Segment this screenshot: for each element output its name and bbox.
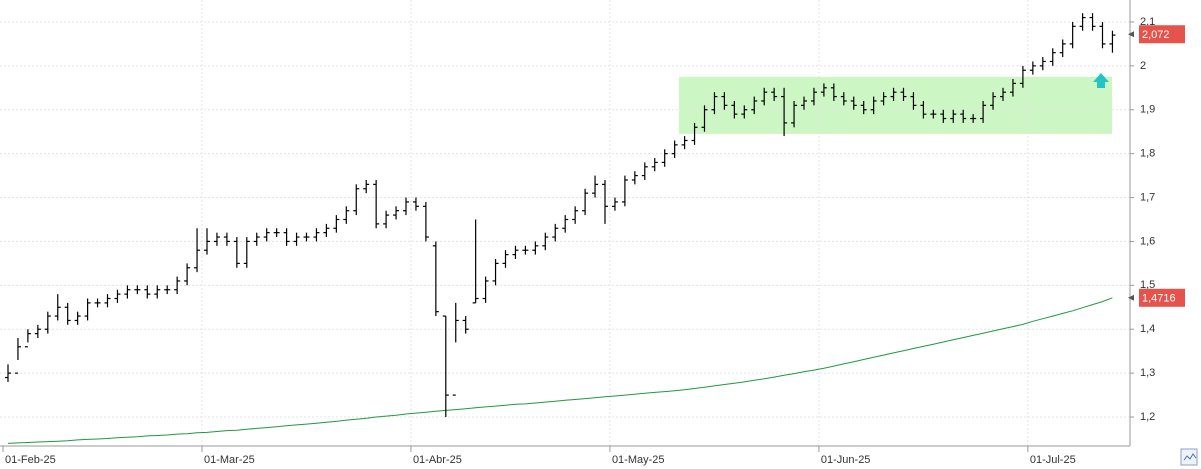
icon-frame[interactable]	[1180, 448, 1198, 466]
highlight-zone	[679, 76, 1112, 134]
y-tick-label: 1,9	[1140, 104, 1155, 116]
x-tick-label: 01-Mar-25	[204, 454, 255, 466]
settings-icon[interactable]	[1180, 448, 1198, 466]
y-tick-label: 1,7	[1140, 191, 1155, 203]
price-label-box	[1139, 288, 1185, 307]
x-tick-label: 01-Jul-25	[1030, 454, 1076, 466]
background-layer	[0, 0, 1130, 446]
y-tick-label: 1,6	[1140, 235, 1155, 247]
x-tick-label: 01-Abr-25	[413, 454, 462, 466]
y-tick-label: 1,3	[1140, 367, 1155, 379]
y-tick-label: 2	[1140, 60, 1146, 72]
x-tick-label: 01-Feb-25	[5, 454, 56, 466]
data-layer	[5, 13, 1116, 444]
y-tick-label: 1,8	[1140, 148, 1155, 160]
y-tick-label: 1,5	[1140, 279, 1155, 291]
y-tick-label: 1,2	[1140, 411, 1155, 423]
up-arrow-icon	[1093, 73, 1109, 88]
price-label-box	[1139, 25, 1185, 44]
x-tick-label: 01-Jun-25	[821, 454, 871, 466]
price-label: 2,072	[1142, 29, 1170, 41]
price-label: 1,4716	[1142, 293, 1176, 305]
price-pointer	[1128, 31, 1134, 38]
y-tick-label: 2,1	[1140, 16, 1155, 28]
x-tick-label: 01-May-25	[612, 454, 665, 466]
icon-glyph	[1183, 453, 1197, 461]
price-pointer	[1128, 294, 1134, 301]
y-tick-label: 1,4	[1140, 323, 1155, 335]
average-line	[7, 297, 1113, 444]
